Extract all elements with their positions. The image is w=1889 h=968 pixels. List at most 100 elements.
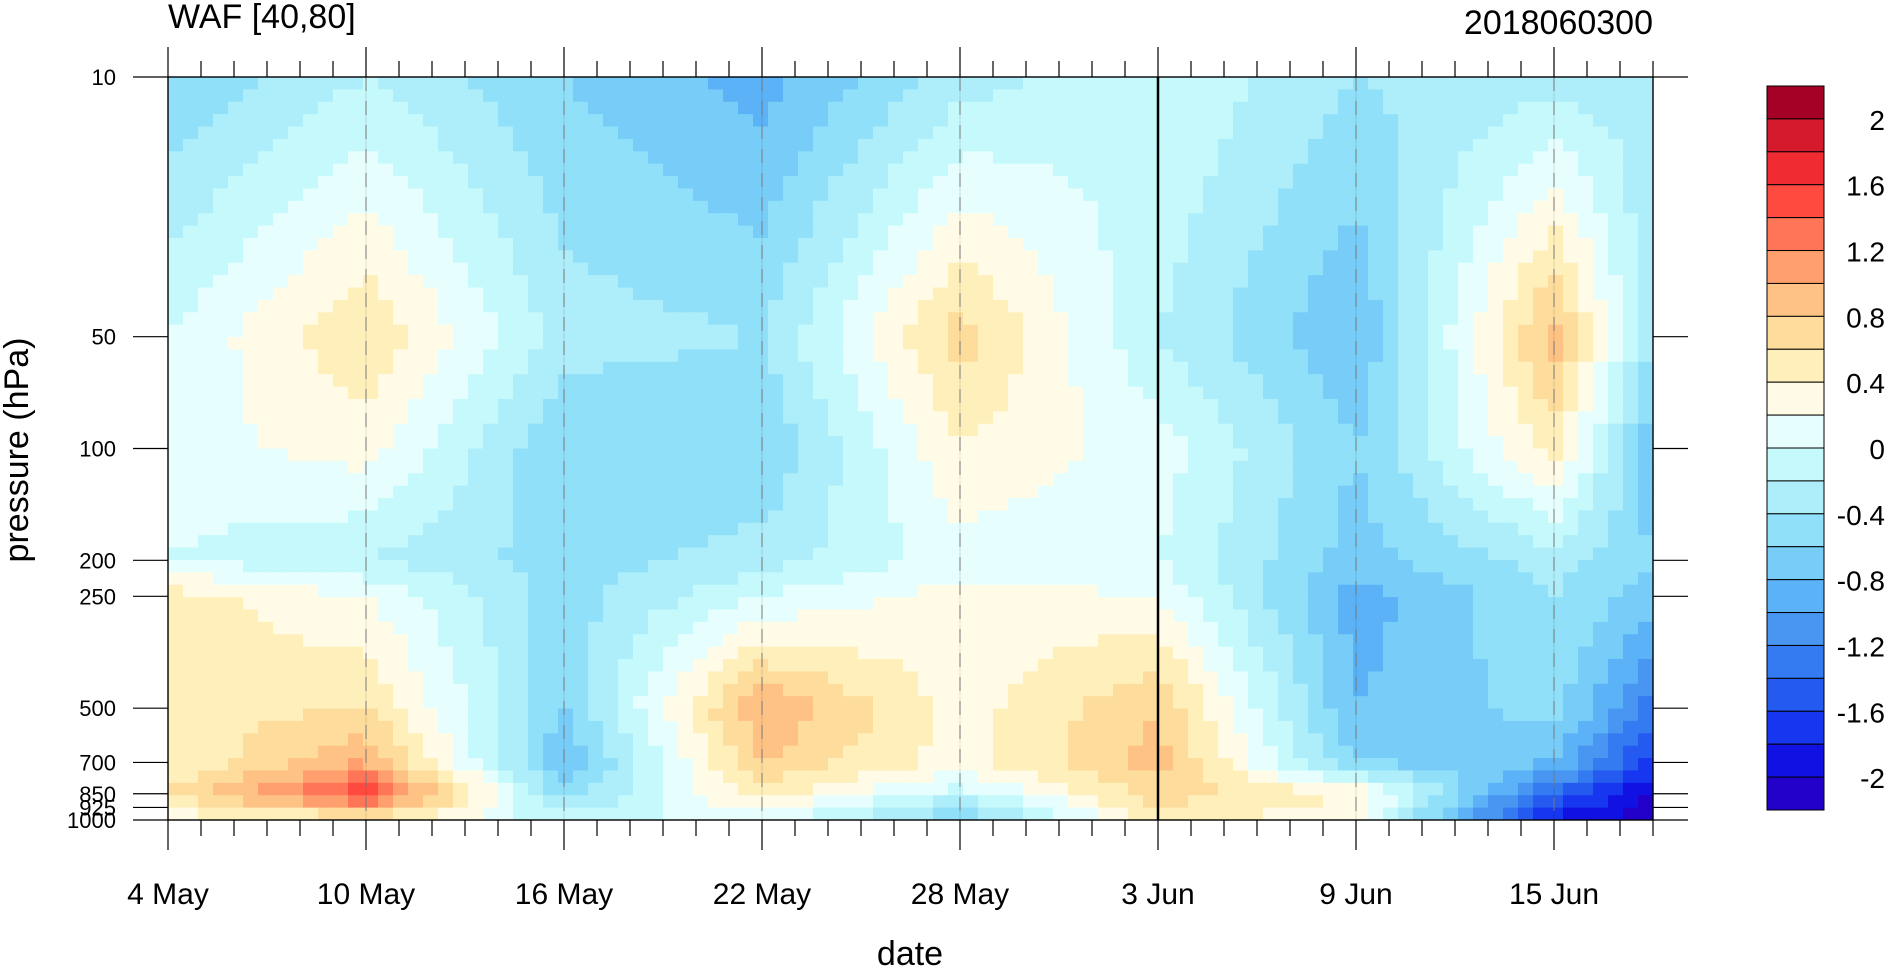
heatmap-cell xyxy=(1578,423,1594,437)
heatmap-cell xyxy=(303,337,319,351)
heatmap-cell xyxy=(678,126,694,140)
heatmap-cell xyxy=(1203,299,1219,313)
heatmap-cell xyxy=(273,671,289,685)
heatmap-cell xyxy=(1128,163,1144,177)
heatmap-cell xyxy=(1308,188,1324,202)
heatmap-cell xyxy=(393,386,409,400)
heatmap-cell xyxy=(468,398,484,412)
heatmap-cell xyxy=(768,275,784,289)
heatmap-cell xyxy=(228,609,244,623)
heatmap-cell xyxy=(903,423,919,437)
heatmap-cell xyxy=(1398,299,1414,313)
heatmap-cell xyxy=(1158,163,1174,177)
heatmap-cell xyxy=(378,572,394,586)
heatmap-cell xyxy=(1353,460,1369,474)
heatmap-cell xyxy=(378,609,394,623)
heatmap-cell xyxy=(288,535,304,549)
heatmap-cell xyxy=(1143,374,1159,388)
heatmap-cell xyxy=(933,448,949,462)
heatmap-cell xyxy=(288,559,304,573)
heatmap-cell xyxy=(453,361,469,375)
heatmap-cell xyxy=(423,250,439,264)
heatmap-cell xyxy=(858,349,874,363)
heatmap-cell xyxy=(468,77,484,90)
heatmap-cell xyxy=(1053,609,1069,623)
heatmap-cell xyxy=(678,188,694,202)
heatmap-cell xyxy=(1428,262,1444,276)
heatmap-cell xyxy=(1248,126,1264,140)
heatmap-cell xyxy=(303,114,319,128)
heatmap-cell xyxy=(303,609,319,623)
heatmap-cell xyxy=(423,683,439,697)
heatmap-cell xyxy=(453,448,469,462)
heatmap-cell xyxy=(498,411,514,425)
heatmap-cell xyxy=(288,448,304,462)
heatmap-cell xyxy=(1623,584,1639,598)
heatmap-cell xyxy=(1488,659,1504,672)
heatmap-cell xyxy=(888,436,904,450)
heatmap-cell xyxy=(1068,535,1084,549)
heatmap-cell xyxy=(1608,485,1624,499)
heatmap-cell xyxy=(1083,398,1099,412)
heatmap-cell xyxy=(288,138,304,152)
heatmap-cell xyxy=(783,213,799,227)
heatmap-cell xyxy=(438,275,454,289)
heatmap-cell xyxy=(708,349,724,363)
heatmap-cell xyxy=(1593,374,1609,388)
heatmap-cell xyxy=(1203,114,1219,128)
heatmap-cell xyxy=(198,262,214,276)
heatmap-cell xyxy=(1323,510,1339,524)
heatmap-cell xyxy=(318,535,334,549)
heatmap-cell xyxy=(1443,448,1459,462)
heatmap-cell xyxy=(1128,200,1144,214)
heatmap-cell xyxy=(408,448,424,462)
heatmap-cell xyxy=(1173,287,1189,301)
heatmap-cell xyxy=(498,436,514,450)
heatmap-cell xyxy=(903,671,919,685)
heatmap-cell xyxy=(1443,510,1459,524)
heatmap-cell xyxy=(858,237,874,251)
heatmap-cell xyxy=(438,151,454,165)
heatmap-cell xyxy=(1488,324,1504,338)
heatmap-cell xyxy=(618,287,634,301)
heatmap-cell xyxy=(1458,485,1474,499)
heatmap-cell xyxy=(828,237,844,251)
heatmap-cell xyxy=(1038,361,1054,375)
heatmap-cell xyxy=(1593,237,1609,251)
heatmap-cell xyxy=(738,473,754,487)
heatmap-cell xyxy=(288,114,304,128)
heatmap-cell xyxy=(723,237,739,251)
heatmap-cell xyxy=(843,634,859,648)
heatmap-cell xyxy=(198,609,214,623)
heatmap-cell xyxy=(588,473,604,487)
heatmap-cell xyxy=(1173,597,1189,611)
heatmap-cell xyxy=(1593,498,1609,512)
heatmap-cell xyxy=(543,510,559,524)
heatmap-cell xyxy=(1248,460,1264,474)
heatmap-cell xyxy=(1158,522,1174,536)
heatmap-cell xyxy=(543,349,559,363)
heatmap-cell xyxy=(1203,621,1219,635)
heatmap-cell xyxy=(183,572,199,586)
heatmap-cell xyxy=(558,398,574,412)
heatmap-cell xyxy=(198,275,214,289)
heatmap-cell xyxy=(438,411,454,425)
heatmap-cell xyxy=(1293,77,1309,90)
heatmap-cell xyxy=(1053,163,1069,177)
heatmap-cell xyxy=(663,559,679,573)
heatmap-cell xyxy=(528,101,544,115)
heatmap-cell xyxy=(168,597,184,611)
heatmap-cell xyxy=(1398,225,1414,239)
heatmap-cell xyxy=(828,696,844,710)
heatmap-cell xyxy=(693,138,709,152)
heatmap-cell xyxy=(393,237,409,251)
heatmap-cell xyxy=(1008,522,1024,536)
heatmap-cell xyxy=(1293,671,1309,685)
heatmap-cell xyxy=(1068,262,1084,276)
heatmap-cell xyxy=(1503,200,1519,214)
heatmap-cell xyxy=(603,448,619,462)
heatmap-cell xyxy=(1203,634,1219,648)
heatmap-cell xyxy=(378,671,394,685)
heatmap-cell xyxy=(918,337,934,351)
heatmap-cell xyxy=(828,559,844,573)
